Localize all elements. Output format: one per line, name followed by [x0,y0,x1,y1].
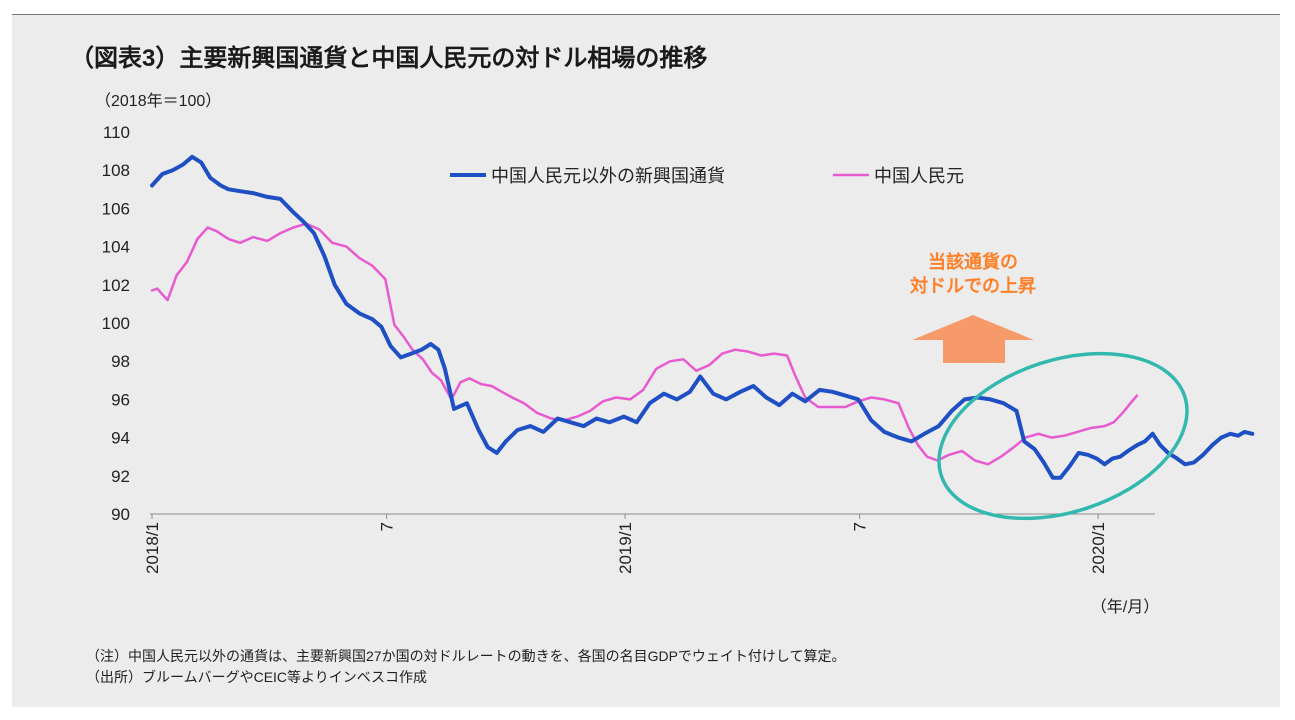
x-axis-label: （年/月） [1091,598,1159,616]
y-tick-label: 110 [103,123,130,142]
y-tick-label: 92 [111,467,130,486]
page-title: （図表3）主要新興国通貨と中国人民元の対ドル相場の推移 [70,45,708,72]
up-arrow-icon [912,315,1034,363]
footnote-note: （注）中国人民元以外の通貨は、主要新興国27か国の対ドルレートの動きを、各国の名… [86,648,846,664]
legend-em-currencies-label: 中国人民元以外の新興国通貨 [491,166,725,186]
x-tick-label: 7 [378,522,397,531]
y-tick-label: 94 [111,429,130,448]
y-tick-label: 90 [111,505,130,524]
y-tick-label: 102 [102,276,130,295]
legend-cny-label: 中国人民元 [874,166,964,186]
x-tick-label: 7 [851,522,870,531]
footnote-source: （出所）ブルームバーグやCEIC等よりインベスコ作成 [86,669,428,685]
annotation-text: 対ドルでの上昇 [909,275,1036,296]
y-tick-label: 104 [102,238,130,257]
series-line-cny [150,222,1139,466]
x-tick-label: 2018/1 [143,522,162,574]
y-tick-label: 108 [102,161,130,180]
y-tick-label: 106 [102,199,130,218]
y-tick-label: 100 [102,314,130,333]
annotation-text: 当該通貨の [928,251,1018,272]
x-tick-label: 2020/1 [1089,522,1108,574]
y-tick-label: 98 [111,352,130,371]
chart-panel [12,14,1280,707]
y-tick-label: 96 [111,390,130,409]
y-axis-label: （2018年＝100） [95,92,221,110]
x-tick-label: 2019/1 [616,522,635,574]
series-line-em-currencies [150,154,1255,480]
highlight-ellipse [937,351,1189,521]
